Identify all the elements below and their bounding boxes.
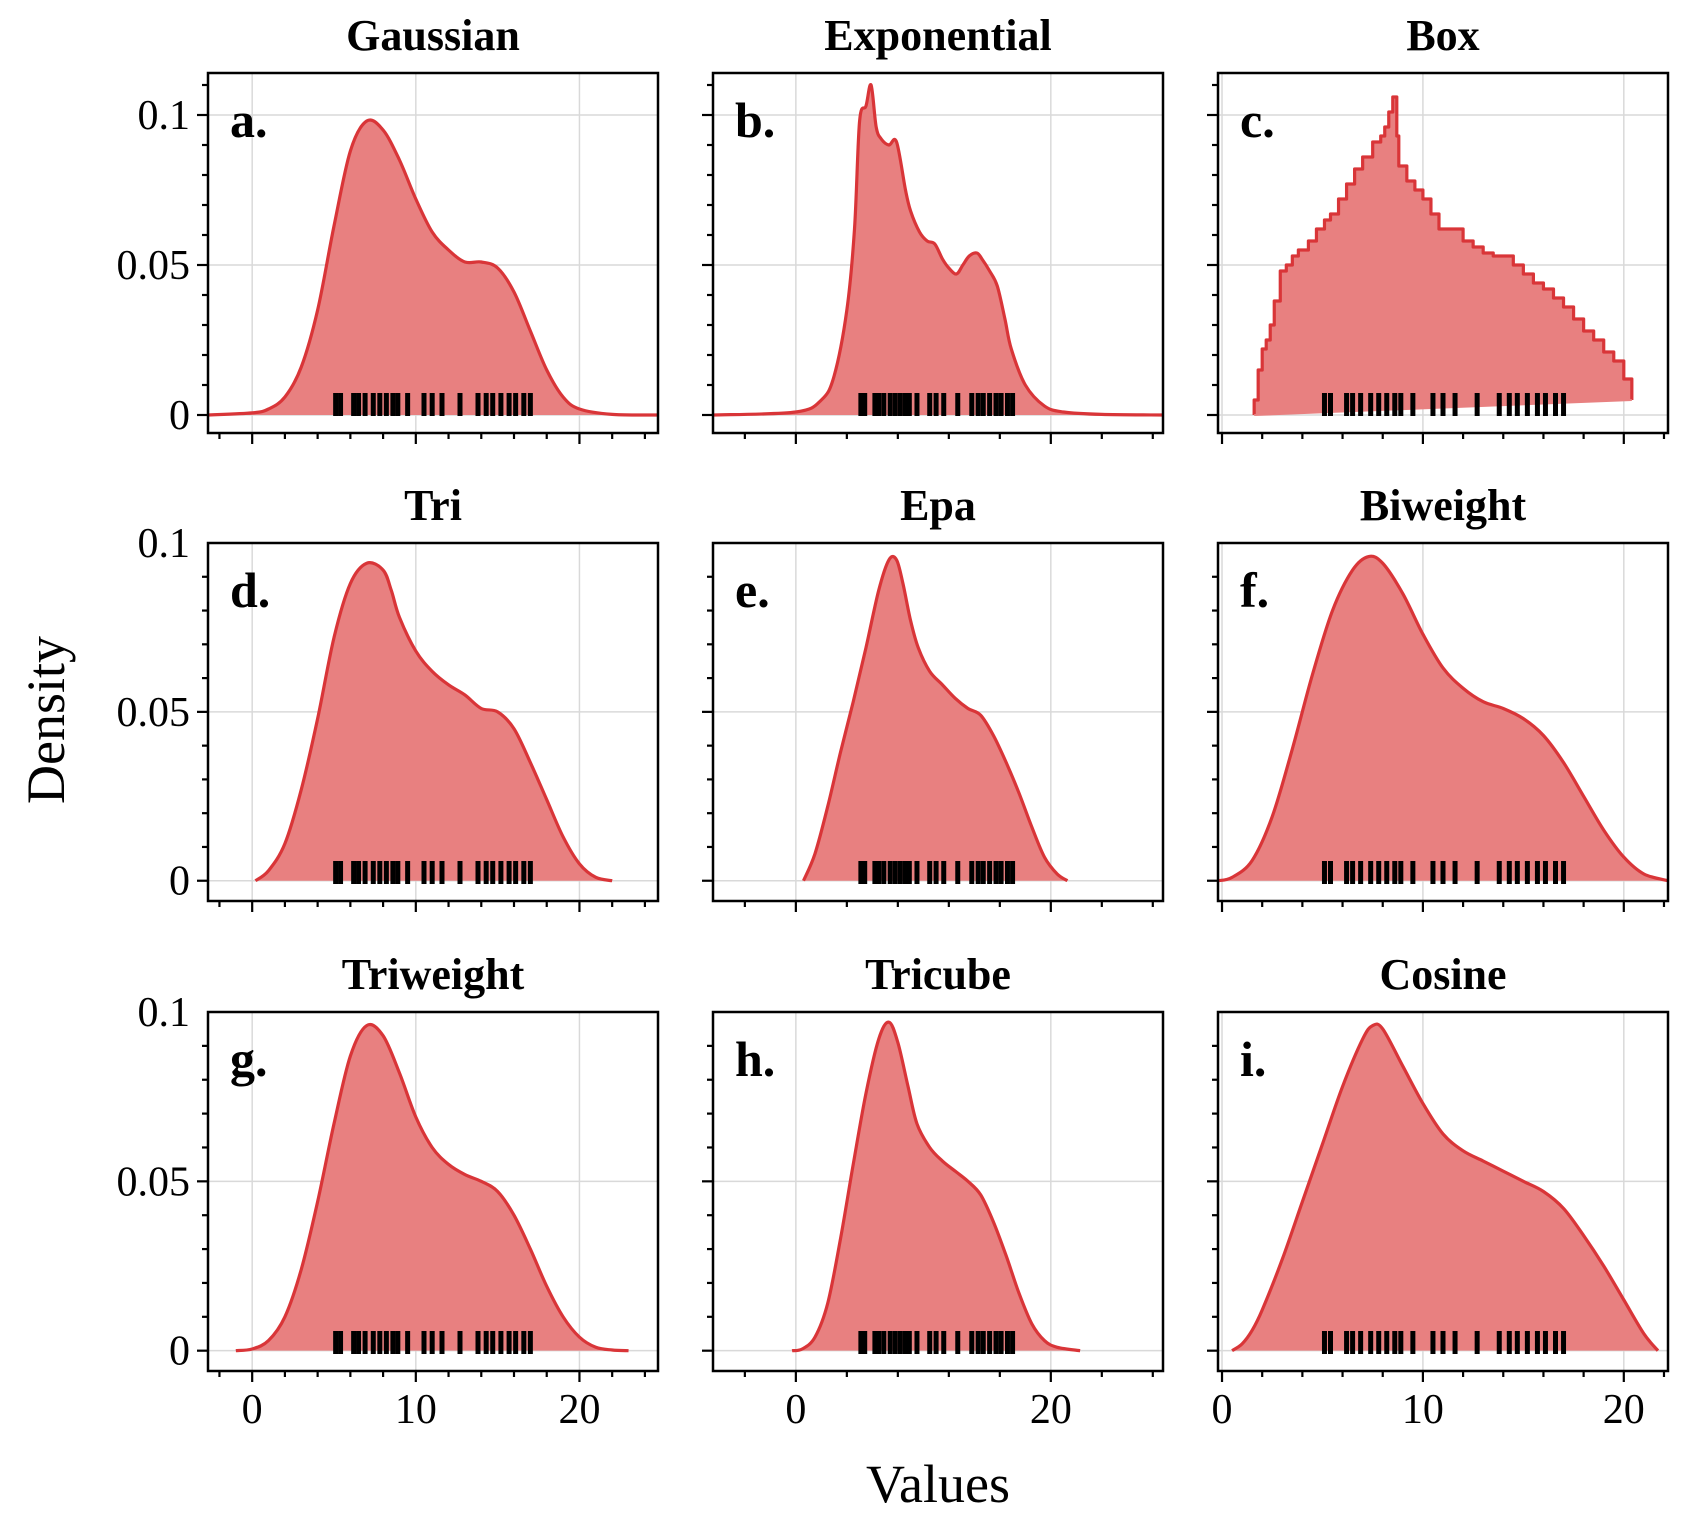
density-fill — [235, 1024, 629, 1351]
y-tick-label: 0.1 — [138, 990, 191, 1036]
panel-label: a. — [230, 92, 268, 148]
density-curve — [791, 1020, 1081, 1353]
panel-label: d. — [230, 562, 270, 618]
density-fill — [803, 556, 1068, 881]
density-fill — [255, 562, 613, 881]
panel-1: 0 0.05 0.1 Gaussian a. — [117, 11, 660, 444]
panel-title: Epa — [900, 481, 976, 530]
density-curve — [1231, 1022, 1660, 1353]
axes-frame — [206, 541, 660, 903]
y-axis-label: Density — [16, 636, 76, 804]
panel-5: Epa e. — [702, 481, 1165, 912]
panel-label: g. — [230, 1031, 268, 1087]
panel-title: Tricube — [865, 950, 1011, 999]
y-tick-label: 0 — [169, 393, 190, 439]
panel-label: h. — [735, 1031, 775, 1087]
panel-title: Exponential — [824, 11, 1051, 60]
y-tick-label: 0.1 — [138, 93, 191, 139]
density-curve — [254, 561, 613, 883]
y-tick-label: 0 — [169, 1329, 190, 1375]
panel-label: i. — [1240, 1031, 1266, 1087]
x-tick-label: 0 — [785, 1387, 806, 1433]
density-curve — [1217, 554, 1669, 883]
panel-label: b. — [735, 92, 775, 148]
density-fill — [1218, 556, 1668, 881]
panel-label: e. — [735, 562, 770, 618]
density-fill — [792, 1022, 1081, 1351]
x-tick-label: 20 — [1030, 1387, 1072, 1433]
x-tick-label: 20 — [558, 1387, 600, 1433]
panel-label: c. — [1240, 92, 1275, 148]
x-tick-label: 10 — [1402, 1387, 1444, 1433]
x-tick-label: 20 — [1603, 1387, 1645, 1433]
panel-label: f. — [1240, 562, 1269, 618]
panel-6: Biweight f. — [1207, 481, 1670, 912]
axes-frame — [711, 71, 1165, 435]
axes-frame — [711, 541, 1165, 903]
panel-8: 0 20 Tricube h. — [702, 950, 1165, 1433]
density-fill — [1254, 97, 1632, 415]
panel-title: Triweight — [342, 950, 525, 999]
density-fill — [1232, 1024, 1658, 1351]
panel-title: Cosine — [1379, 950, 1506, 999]
panel-grid: 0 0.05 0.1 Gaussian a. Exponential b. Box c. 0 0.0… — [117, 11, 1670, 1433]
panel-4: 0 0.05 0.1 Tri d. — [117, 481, 660, 912]
panel-9: 0 10 20 Cosine i. — [1207, 950, 1670, 1433]
y-tick-label: 0 — [169, 859, 190, 905]
axes-frame — [206, 71, 660, 435]
axes-frame — [1216, 1010, 1670, 1373]
axes-frame — [1216, 71, 1670, 435]
panel-7: 0 10 20 0 0.05 0.1 Triweight g. — [117, 950, 660, 1433]
x-tick-label: 0 — [1212, 1387, 1233, 1433]
density-curve — [207, 118, 659, 417]
density-fill — [208, 119, 658, 416]
y-tick-label: 0.05 — [117, 1159, 191, 1205]
x-axis-label: Values — [866, 1454, 1010, 1514]
axes-frame — [711, 1010, 1165, 1373]
panel-title: Box — [1406, 11, 1479, 60]
axes-frame — [1216, 541, 1670, 903]
density-curve — [235, 1022, 629, 1353]
axes-frame — [206, 1010, 660, 1373]
y-tick-label: 0.05 — [117, 243, 191, 289]
y-tick-label: 0.05 — [117, 690, 191, 736]
panel-title: Gaussian — [346, 11, 520, 60]
panel-2: Exponential b. — [702, 11, 1165, 444]
density-curve — [1252, 95, 1634, 415]
panel-title: Tri — [404, 481, 462, 530]
density-curve — [802, 554, 1069, 883]
panel-3: Box c. — [1207, 11, 1670, 444]
panel-title: Biweight — [1360, 481, 1527, 530]
y-tick-label: 0.1 — [138, 521, 191, 567]
x-tick-label: 10 — [395, 1387, 437, 1433]
x-tick-label: 0 — [242, 1387, 263, 1433]
density-curve — [712, 83, 1164, 417]
